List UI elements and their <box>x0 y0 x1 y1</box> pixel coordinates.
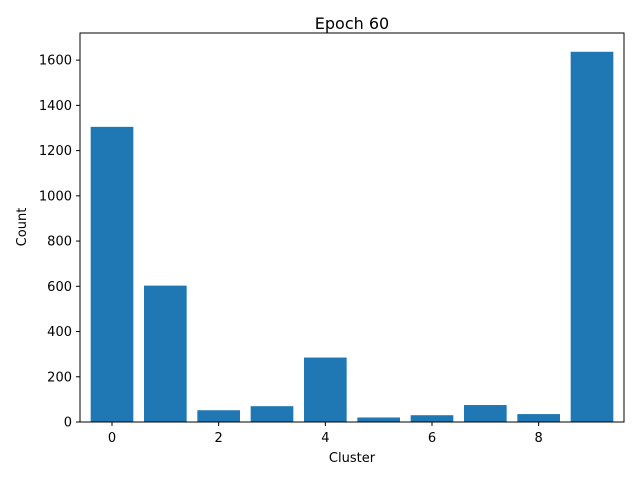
y-tick-label: 800 <box>47 235 72 250</box>
plot-frame <box>79 32 625 423</box>
x-axis-label: Cluster <box>329 451 376 466</box>
bar-cluster-7 <box>464 405 507 422</box>
bar-cluster-3 <box>250 406 294 422</box>
bar-cluster-4 <box>304 357 347 422</box>
x-tick-label: 6 <box>428 431 436 446</box>
y-tick-label: 600 <box>47 280 72 295</box>
y-tick-label: 1400 <box>39 99 72 114</box>
chart-title: Epoch 60 <box>315 14 389 33</box>
y-tick-label: 1200 <box>39 144 72 159</box>
bar-cluster-1 <box>144 285 187 422</box>
y-tick-label: 1000 <box>39 189 72 204</box>
bar-cluster-9 <box>570 51 614 422</box>
bar-cluster-6 <box>410 415 454 422</box>
bar-cluster-8 <box>517 414 560 422</box>
bar-cluster-0 <box>90 126 134 423</box>
bars-group <box>90 51 614 423</box>
bar-cluster-2 <box>197 410 240 422</box>
y-tick-label: 200 <box>47 370 72 385</box>
y-tick-label: 400 <box>47 325 72 340</box>
x-tick-label: 4 <box>321 431 329 446</box>
y-axis-ticks: 0 200 400 600 800 1000 1200 1400 1600 <box>39 54 80 431</box>
x-tick-label: 2 <box>215 431 223 446</box>
x-axis-ticks: 0 2 4 6 8 <box>108 422 543 446</box>
y-axis-label: Count <box>15 208 30 247</box>
x-tick-label: 8 <box>535 431 543 446</box>
y-tick-label: 0 <box>64 416 72 431</box>
bar-cluster-5 <box>357 417 400 422</box>
y-tick-label: 1600 <box>39 54 72 69</box>
x-tick-label: 0 <box>108 431 116 446</box>
